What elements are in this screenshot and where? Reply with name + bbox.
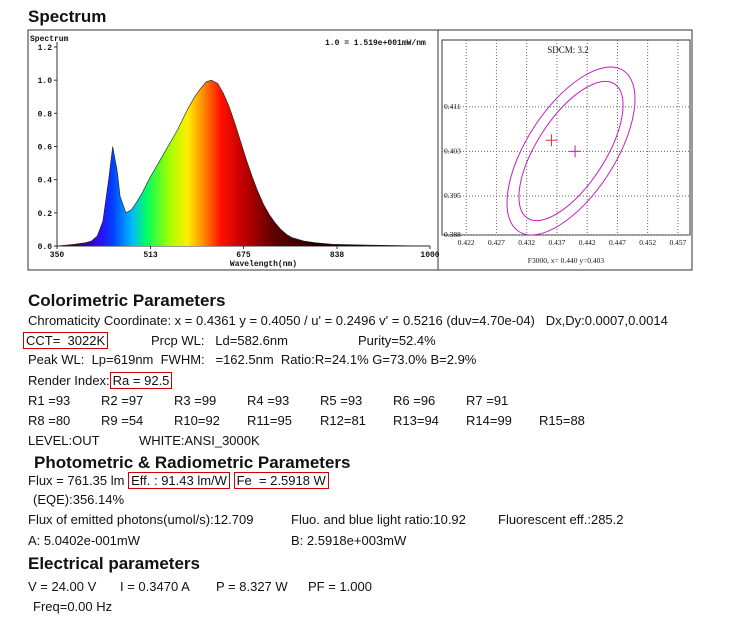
point-marker xyxy=(545,134,558,147)
render-value: R11=95 xyxy=(247,413,292,428)
x-tick-label: 675 xyxy=(236,251,251,260)
text: B: 2.5918e+003mW xyxy=(291,533,407,548)
text: I = 0.3470 A xyxy=(120,579,190,594)
highlight: CCT= 3022K xyxy=(23,332,109,349)
text: Flux of emitted photons(umol/s):12.709 xyxy=(28,512,254,527)
text-line: LEVEL:OUT WHITE:ANSI_3000K xyxy=(28,432,260,449)
section-title: Electrical parameters xyxy=(28,554,200,573)
text: Purity=52.4% xyxy=(358,333,436,348)
x-tick-label: 0.422 xyxy=(458,238,475,247)
text-line: Flux = 761.35 lm Eff. : 91.43 lm/W Fe = … xyxy=(28,472,329,489)
text: A: 5.0402e-001mW xyxy=(28,533,141,548)
chart-title: Spectrum xyxy=(30,35,69,44)
render-value: R3 =99 xyxy=(174,393,217,408)
text: Fluorescent eff.:285.2 xyxy=(498,512,624,527)
render-value: R12=81 xyxy=(320,413,366,428)
y-tick-label: 1.2 xyxy=(38,44,53,53)
section-title: Colorimetric Parameters xyxy=(28,291,226,310)
render-value: R2 =97 xyxy=(101,393,144,408)
section-title: Photometric & Radiometric Parameters xyxy=(34,453,351,472)
y-tick-label: 0.395 xyxy=(444,191,461,200)
text: Fluo. and blue light ratio:10.92 xyxy=(291,512,466,527)
text-line: Peak WL: Lp=619nm FWHM: =162.5nm Ratio:R… xyxy=(28,352,477,367)
render-value: R13=94 xyxy=(393,413,439,428)
x-tick-label: 0.427 xyxy=(488,238,505,247)
text: PF = 1.000 xyxy=(308,579,372,594)
y-tick-label: 0.4 xyxy=(38,177,53,186)
render-value: R8 =80 xyxy=(28,413,71,428)
text: Prcp WL: Ld=582.6nm xyxy=(151,333,288,348)
text: Flux = 761.35 lm xyxy=(28,473,125,488)
render-value: R1 =93 xyxy=(28,393,71,408)
render-value: R5 =93 xyxy=(320,393,363,408)
y-tick-label: 0.6 xyxy=(38,144,53,153)
render-value: R6 =96 xyxy=(393,393,436,408)
x-tick-label: 350 xyxy=(50,251,65,260)
chart-note: 1.0 = 1.519e+001mW/nm xyxy=(325,39,426,48)
y-tick-label: 0.388 xyxy=(444,230,461,239)
x-tick-label: 0.442 xyxy=(579,238,596,247)
chart-title: SDCM: 3.2 xyxy=(547,45,589,55)
highlight: Ra = 92.5 xyxy=(109,372,173,389)
text: LEVEL:OUT xyxy=(28,433,100,448)
x-tick-label: 0.457 xyxy=(669,238,686,247)
y-tick-label: 0.2 xyxy=(38,210,53,219)
render-value: R4 =93 xyxy=(247,393,290,408)
text-line: Flux of emitted photons(umol/s):12.709 Fl… xyxy=(28,511,624,528)
x-tick-label: 0.452 xyxy=(639,238,656,247)
render-value: R7 =91 xyxy=(466,393,509,408)
x-tick-label: 1000 xyxy=(420,251,439,260)
text-line: Chromaticity Coordinate: x = 0.4361 y = … xyxy=(28,313,668,328)
highlight: Fe = 2.5918 W xyxy=(233,472,329,489)
text: V = 24.00 V xyxy=(28,579,97,594)
highlight: Eff. : 91.43 lm/W xyxy=(128,472,230,489)
x-tick-label: 838 xyxy=(330,251,345,260)
x-tick-label: 0.437 xyxy=(548,238,565,247)
chart-frame xyxy=(27,29,693,271)
text-line: (EQE):356.14% xyxy=(33,492,125,507)
render-value: R14=99 xyxy=(466,413,512,428)
text: P = 8.327 W xyxy=(216,579,288,594)
text-line: CCT= 3022K Prcp WL: Ld=582.6nm Purity=52.4… xyxy=(23,332,436,349)
y-tick-label: 0.411 xyxy=(444,102,461,111)
text-line: Freq=0.00 Hz xyxy=(33,599,113,614)
chart-caption: F3000, x= 0.440 y=0.403 xyxy=(528,256,605,265)
section-title: Spectrum xyxy=(28,7,107,26)
render-value: R15=88 xyxy=(539,413,585,428)
text: WHITE:ANSI_3000K xyxy=(139,433,260,448)
sdcm-ellipse xyxy=(506,66,636,235)
render-value: R9 =54 xyxy=(101,413,144,428)
point-marker xyxy=(569,145,582,158)
x-tick-label: 0.447 xyxy=(609,238,626,247)
x-tick-label: 0.432 xyxy=(518,238,535,247)
text-line: A: 5.0402e-001mW B: 2.5918e+003mW xyxy=(28,532,406,549)
text: Render Index: xyxy=(28,373,110,388)
text-line: Render Index: Ra = 92.5 xyxy=(28,372,173,389)
sdcm-ellipse xyxy=(518,80,624,222)
text-line: V = 24.00 V I = 0.3470 A P = 8.327 W PF = 1… xyxy=(28,578,372,595)
x-tick-label: 513 xyxy=(143,251,158,260)
charts: 0.0 0.2 0.4 0.6 0.8 1.0 1.2 350 513 675 838 1000 Spe… xyxy=(27,29,693,271)
spectrum-line xyxy=(56,79,431,247)
plot-frame xyxy=(441,39,691,236)
x-axis-label: Wavelength(nm) xyxy=(230,260,297,269)
y-tick-label: 1.0 xyxy=(38,77,53,86)
spectrum-area xyxy=(57,80,430,246)
render-value: R10=92 xyxy=(174,413,220,428)
y-tick-label: 0.8 xyxy=(38,110,53,119)
y-tick-label: 0.403 xyxy=(444,146,461,155)
y-tick-label: 0.0 xyxy=(38,243,53,252)
